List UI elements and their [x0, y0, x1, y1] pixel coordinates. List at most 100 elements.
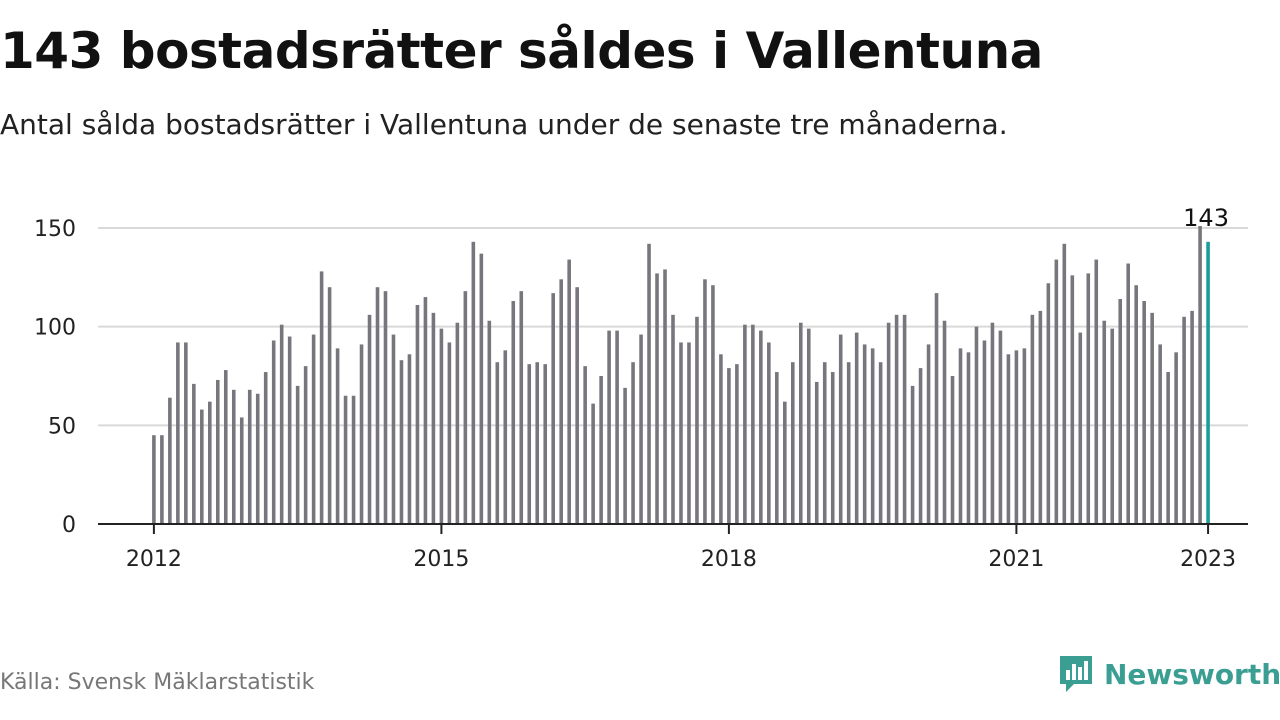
bar-2020-12 [1006, 354, 1011, 524]
bar-2020-10 [990, 322, 995, 524]
bar-2012-05 [184, 342, 188, 524]
bar-2013-08 [303, 366, 308, 524]
bar-2021-06 [1054, 259, 1059, 524]
bar-2015-09 [503, 350, 508, 524]
bar-2012-10 [223, 370, 228, 524]
bar-2013-02 [255, 393, 260, 524]
bar-2021-11 [1094, 259, 1099, 524]
bar-2019-04 [846, 362, 851, 524]
bar-2022-06 [1150, 312, 1154, 524]
bar-2021-07 [1062, 243, 1067, 524]
bar-2015-08 [495, 362, 500, 524]
bar-2021-10 [1086, 273, 1091, 524]
bar-chart: 0 50 100 150 2012 2015 2018 2021 2023 143 [34, 204, 1248, 572]
bar-2022-07 [1158, 344, 1162, 524]
bar-2014-01 [343, 395, 348, 524]
bar-2012-03 [168, 397, 172, 524]
bar-2013-09 [311, 334, 316, 524]
brand-logo[interactable]: Newsworthy [1058, 652, 1280, 696]
bar-2019-11 [902, 314, 907, 524]
x-axis: 2012 2015 2018 2021 2023 [126, 524, 1236, 572]
bar-2015-06 [479, 253, 484, 524]
bar-2018-11 [806, 328, 811, 524]
bar-2020-08 [974, 326, 979, 524]
bar-2017-04 [655, 273, 659, 524]
bar-2019-08 [878, 362, 883, 524]
bar-2021-02 [1022, 348, 1027, 524]
bar-2014-03 [359, 344, 364, 524]
bar-2018-01 [727, 368, 731, 524]
bar-2020-05 [950, 376, 955, 524]
bar-2013-05 [279, 324, 284, 524]
bar-2017-12 [719, 354, 723, 524]
bar-2018-07 [775, 372, 779, 524]
bar-2013-12 [335, 348, 340, 524]
bar-2017-07 [679, 342, 683, 524]
bar-2015-02 [447, 342, 452, 524]
bar-2017-11 [711, 285, 715, 524]
bar-2014-04 [367, 314, 372, 524]
bar-2016-10 [607, 330, 611, 524]
bar-2018-12 [814, 381, 819, 524]
bar-2016-09 [599, 376, 603, 524]
brand-name: Newsworthy [1104, 657, 1280, 691]
bar-2019-10 [894, 314, 899, 524]
bar-2015-10 [511, 301, 516, 524]
bar-2020-07 [966, 352, 971, 524]
highlight-data-label: 143 [1183, 204, 1229, 232]
bar-2012-11 [231, 389, 236, 524]
bar-2012-06 [192, 383, 196, 524]
x-tick-label: 2021 [988, 547, 1044, 572]
bar-2019-09 [886, 322, 891, 524]
bar-2018-10 [798, 322, 803, 524]
bar-2016-04 [559, 279, 563, 524]
newsworthy-logo-icon [1060, 656, 1092, 692]
bar-2022-08 [1166, 372, 1170, 524]
y-tick-label: 0 [62, 513, 76, 538]
bar-2021-05 [1046, 283, 1051, 524]
bar-2019-05 [854, 332, 859, 524]
bar-2012-08 [208, 401, 212, 524]
bar-2019-12 [910, 385, 915, 524]
bar-2016-06 [575, 287, 579, 524]
bar-2013-07 [295, 385, 300, 524]
bar-2018-08 [783, 401, 787, 524]
bar-2022-09 [1174, 352, 1178, 524]
bar-2012-01 [152, 435, 156, 524]
bar-2015-05 [471, 241, 476, 524]
bars [152, 226, 1210, 524]
bar-2016-05 [567, 259, 571, 524]
bar-2013-11 [327, 287, 332, 524]
chart-subtitle: Antal sålda bostadsrätter i Vallentuna u… [0, 108, 1008, 141]
bar-2017-01 [631, 362, 635, 524]
bar-2014-02 [351, 395, 356, 524]
bar-2021-01 [1014, 350, 1019, 524]
bar-2015-04 [463, 291, 468, 524]
chart-title: 143 bostadsrätter såldes i Vallentuna [0, 22, 1043, 80]
bar-2015-12 [527, 364, 532, 524]
bar-2020-03 [934, 293, 939, 524]
bar-2020-06 [958, 348, 963, 524]
bar-2014-05 [375, 287, 380, 524]
bar-2022-03 [1126, 263, 1130, 524]
bar-2022-11 [1190, 310, 1194, 524]
bar-2014-10 [415, 304, 420, 524]
bar-2014-12 [431, 312, 436, 524]
bar-2013-01 [247, 389, 252, 524]
bar-2017-08 [687, 342, 691, 524]
bar-2020-04 [942, 320, 947, 524]
bar-2022-05 [1142, 301, 1146, 524]
bar-2017-03 [647, 243, 651, 524]
bar-2018-03 [743, 324, 747, 524]
source-note: Källa: Svensk Mäklarstatistik [0, 670, 315, 695]
bar-2021-09 [1078, 332, 1083, 524]
bar-2023-01 [1206, 241, 1210, 524]
x-tick-label: 2018 [701, 547, 757, 572]
y-axis: 0 50 100 150 [34, 217, 76, 538]
bar-2013-04 [271, 340, 276, 524]
bar-2014-08 [399, 360, 404, 524]
bar-2020-01 [918, 368, 923, 524]
bar-2016-12 [623, 387, 627, 524]
bar-2012-12 [239, 417, 244, 524]
bar-2021-04 [1038, 310, 1043, 524]
